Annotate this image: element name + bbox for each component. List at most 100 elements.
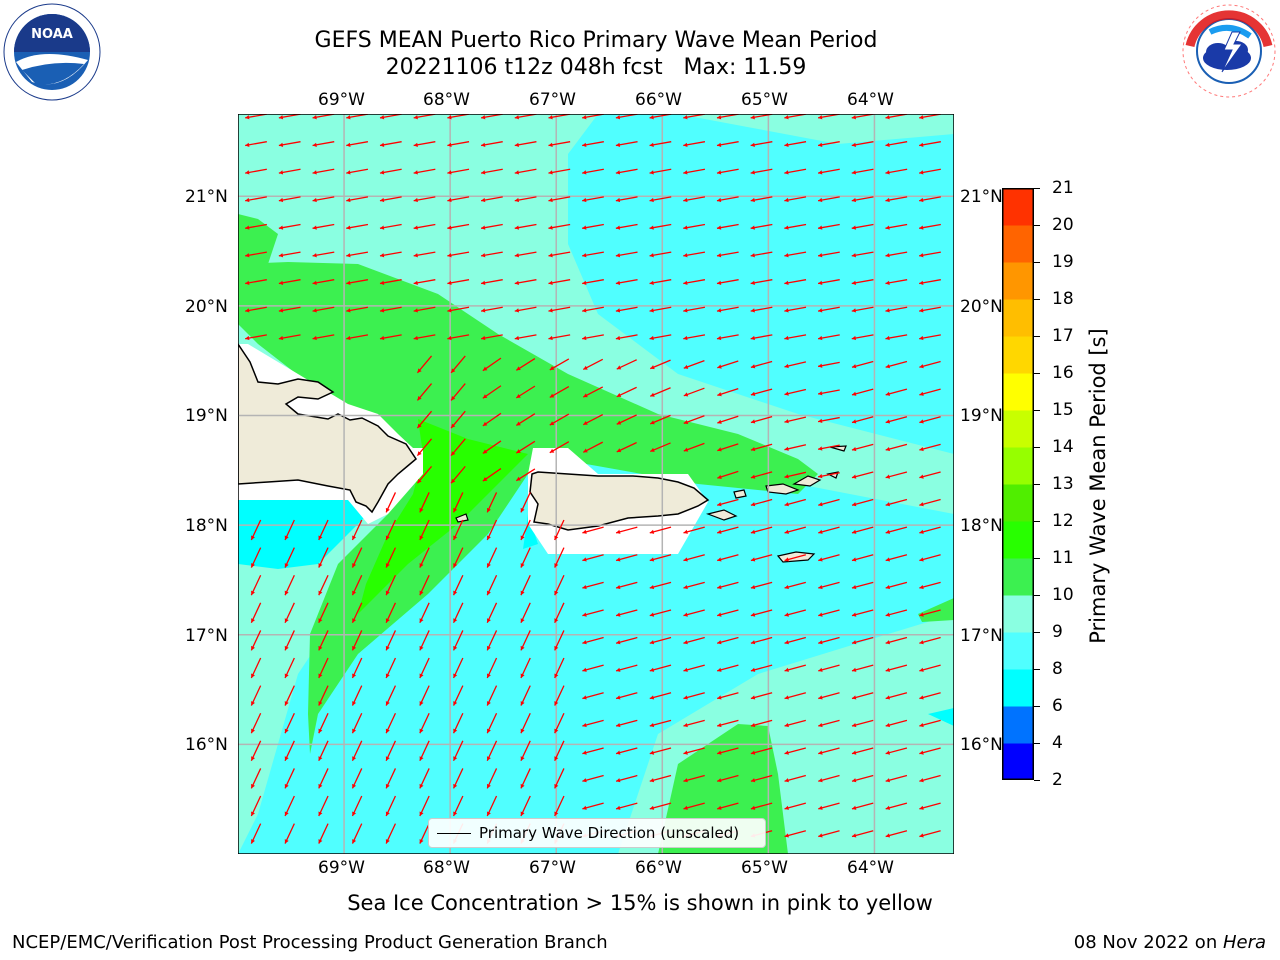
wave-arrow — [683, 359, 705, 369]
wave-arrow — [683, 334, 706, 341]
wave-arrow — [885, 360, 908, 369]
wave-arrow — [919, 526, 941, 534]
wave-arrow — [615, 636, 638, 645]
wave-arrow — [385, 712, 397, 734]
wave-arrow — [717, 802, 739, 810]
wave-arrow — [649, 747, 672, 755]
wave-arrow — [245, 251, 267, 258]
wave-arrow — [817, 223, 840, 230]
wave-arrow — [486, 768, 498, 789]
wave-arrow — [548, 306, 571, 313]
wave-arrow — [582, 664, 604, 672]
colorbar-segment — [1002, 262, 1034, 300]
wave-arrow — [452, 547, 464, 568]
wave-arrow — [582, 386, 604, 398]
wave-arrow — [750, 774, 773, 783]
wave-arrow — [750, 581, 773, 590]
wave-arrow — [346, 141, 369, 147]
colorbar-tick-label: 19 — [1052, 252, 1074, 272]
wave-arrow — [385, 574, 397, 596]
wave-arrow — [784, 774, 806, 783]
wave-arrow — [683, 223, 706, 230]
wave-arrow — [582, 196, 604, 203]
lat-label-right-19n: 19°N — [960, 406, 1003, 426]
wave-arrow — [885, 141, 908, 147]
wave-arrow — [716, 334, 739, 341]
colorbar-tick-label: 6 — [1052, 696, 1063, 716]
wave-arrow — [717, 692, 739, 700]
wave-arrow — [649, 636, 672, 645]
wave-arrow — [520, 574, 531, 596]
footer-right: 08 Nov 2022 on Hera — [1074, 932, 1266, 953]
period-field-11s — [358, 419, 528, 614]
wave-arrow — [784, 471, 807, 479]
wave-arrow — [351, 519, 363, 541]
wave-arrow — [616, 386, 637, 398]
colorbar-segment — [1002, 484, 1034, 522]
wave-arrow — [486, 602, 498, 624]
wave-arrow — [683, 554, 705, 562]
wave-arrow — [885, 196, 908, 203]
wave-arrow — [683, 442, 705, 452]
wave-arrow — [851, 802, 874, 810]
wave-arrow — [750, 306, 773, 313]
wave-arrow — [582, 802, 604, 810]
wave-arrow — [250, 823, 262, 844]
lon-label-bottom-68w: 68°W — [423, 858, 470, 878]
wave-arrow — [919, 554, 941, 562]
wave-arrow — [919, 168, 941, 175]
wave-arrow — [250, 795, 262, 817]
wave-arrow — [416, 410, 433, 429]
colorbar-segment — [1002, 706, 1034, 744]
wave-arrow — [515, 357, 536, 371]
colorbar-tick-mark — [1034, 521, 1040, 522]
wave-arrow — [419, 574, 430, 596]
wave-arrow — [851, 498, 874, 507]
colorbar-tick-label: 2 — [1052, 770, 1063, 790]
wave-arrow — [683, 168, 706, 175]
colorbar-segment — [1002, 373, 1034, 411]
wave-arrow — [919, 719, 941, 728]
wave-arrow — [885, 719, 908, 728]
wave-arrow — [452, 519, 464, 541]
wave-arrow — [717, 554, 739, 562]
wave-arrow — [683, 692, 705, 700]
wave-arrow — [784, 223, 807, 230]
wave-arrow — [616, 359, 637, 370]
wave-arrow — [717, 388, 739, 397]
wave-arrow — [582, 279, 604, 285]
wave-arrow — [750, 360, 773, 369]
wave-arrow — [419, 795, 430, 817]
wave-arrow — [919, 223, 941, 230]
wave-arrow — [615, 526, 638, 534]
wave-arrow — [514, 279, 537, 285]
wave-arrow — [851, 360, 874, 369]
wave-arrow — [284, 823, 295, 844]
wave-arrow — [416, 383, 433, 401]
wave-arrow — [318, 574, 329, 596]
wave-arrow — [385, 823, 397, 844]
wave-arrow — [919, 498, 941, 507]
wave-arrow — [919, 830, 941, 838]
wave-arrow — [716, 279, 739, 285]
wave-arrow — [616, 414, 637, 425]
wave-arrow — [683, 719, 705, 728]
wave-arrow — [750, 168, 773, 175]
wave-arrow — [650, 387, 671, 397]
wave-arrow — [885, 443, 908, 452]
wave-arrow — [548, 168, 571, 175]
wave-arrow — [919, 388, 941, 396]
wave-arrow — [649, 223, 672, 230]
wave-arrow — [817, 196, 840, 203]
wave-arrow — [419, 602, 430, 624]
wave-arrow — [615, 251, 638, 258]
wave-arrow — [284, 795, 295, 817]
wave-arrow — [750, 196, 773, 203]
colorbar — [1002, 188, 1034, 780]
wave-arrow — [885, 334, 908, 341]
wave-arrow — [750, 416, 773, 424]
wave-arrow — [582, 223, 604, 230]
wave-arrow — [717, 664, 739, 672]
wave-arrow — [447, 279, 470, 285]
wave-arrow — [450, 410, 466, 429]
